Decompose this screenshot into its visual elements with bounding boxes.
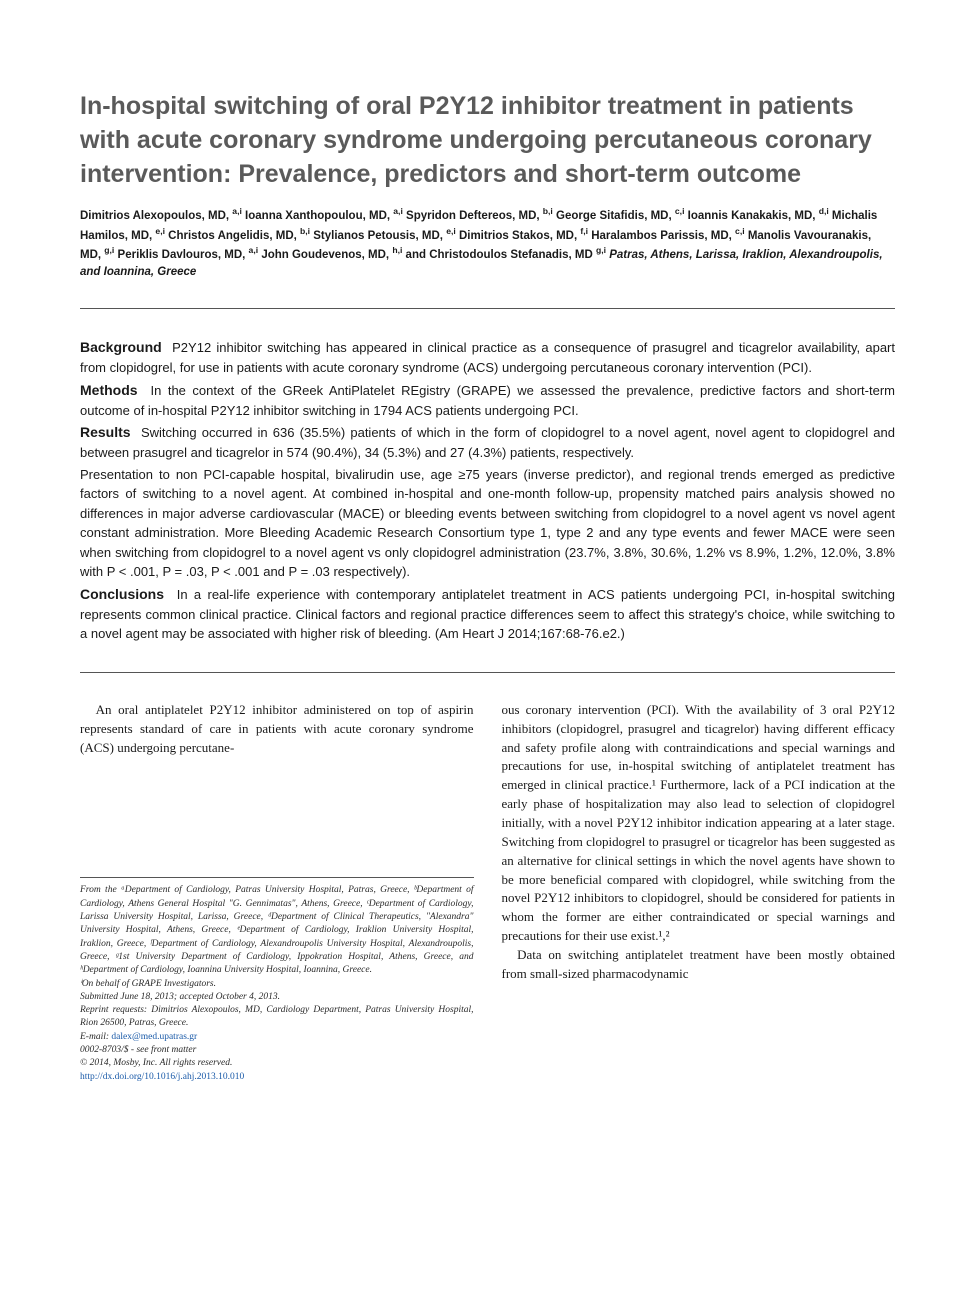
- abstract-methods: Methods In the context of the GReek Anti…: [80, 380, 895, 421]
- footnote-submitted: Submitted June 18, 2013; accepted Octobe…: [80, 991, 474, 1004]
- abstract-methods-label: Methods: [80, 382, 138, 398]
- abstract-background-label: Background: [80, 339, 162, 355]
- abstract-results: Results Switching occurred in 636 (35.5%…: [80, 422, 895, 463]
- abstract-methods-text: In the context of the GReek AntiPlatelet…: [80, 383, 895, 418]
- left-column: An oral antiplatelet P2Y12 inhibitor adm…: [80, 701, 474, 1084]
- body-para-left-1: An oral antiplatelet P2Y12 inhibitor adm…: [80, 701, 474, 758]
- footnote-email-line: E-mail: dalex@med.upatras.gr: [80, 1031, 474, 1044]
- bottom-rule: [80, 672, 895, 673]
- footnote-affiliations: From the ᵃDepartment of Cardiology, Patr…: [80, 884, 474, 977]
- abstract-results-text: Switching occurred in 636 (35.5%) patien…: [80, 425, 895, 460]
- abstract-results-label: Results: [80, 424, 131, 440]
- body-columns: An oral antiplatelet P2Y12 inhibitor adm…: [80, 701, 895, 1084]
- body-para-right-1: ous coronary intervention (PCI). With th…: [502, 701, 896, 946]
- footnote-issn: 0002-8703/$ - see front matter: [80, 1044, 474, 1057]
- footnotes: From the ᵃDepartment of Cardiology, Patr…: [80, 877, 474, 1083]
- footnote-doi-line: http://dx.doi.org/10.1016/j.ahj.2013.10.…: [80, 1071, 474, 1084]
- abstract: Background P2Y12 inhibitor switching has…: [80, 337, 895, 644]
- top-rule: [80, 308, 895, 309]
- footnote-behalf: ⁱOn behalf of GRAPE Investigators.: [80, 978, 474, 991]
- footnote-reprint: Reprint requests: Dimitrios Alexopoulos,…: [80, 1004, 474, 1031]
- abstract-conclusions-label: Conclusions: [80, 586, 164, 602]
- abstract-conclusions-text: In a real-life experience with contempor…: [80, 587, 895, 642]
- footnote-email-link[interactable]: dalex@med.upatras.gr: [111, 1032, 197, 1042]
- body-para-right-2: Data on switching antiplatelet treatment…: [502, 946, 896, 984]
- abstract-background-text: P2Y12 inhibitor switching has appeared i…: [80, 340, 895, 375]
- footnote-email-label: E-mail:: [80, 1032, 109, 1042]
- right-column: ous coronary intervention (PCI). With th…: [502, 701, 896, 1084]
- author-list: Dimitrios Alexopoulos, MD, a,i Ioanna Xa…: [80, 205, 895, 280]
- abstract-conclusions: Conclusions In a real-life experience wi…: [80, 584, 895, 644]
- footnote-doi-link[interactable]: http://dx.doi.org/10.1016/j.ahj.2013.10.…: [80, 1072, 244, 1082]
- footnote-copyright: © 2014, Mosby, Inc. All rights reserved.: [80, 1057, 474, 1070]
- abstract-results-para: Presentation to non PCI-capable hospital…: [80, 465, 895, 582]
- abstract-background: Background P2Y12 inhibitor switching has…: [80, 337, 895, 378]
- article-title: In-hospital switching of oral P2Y12 inhi…: [80, 90, 895, 191]
